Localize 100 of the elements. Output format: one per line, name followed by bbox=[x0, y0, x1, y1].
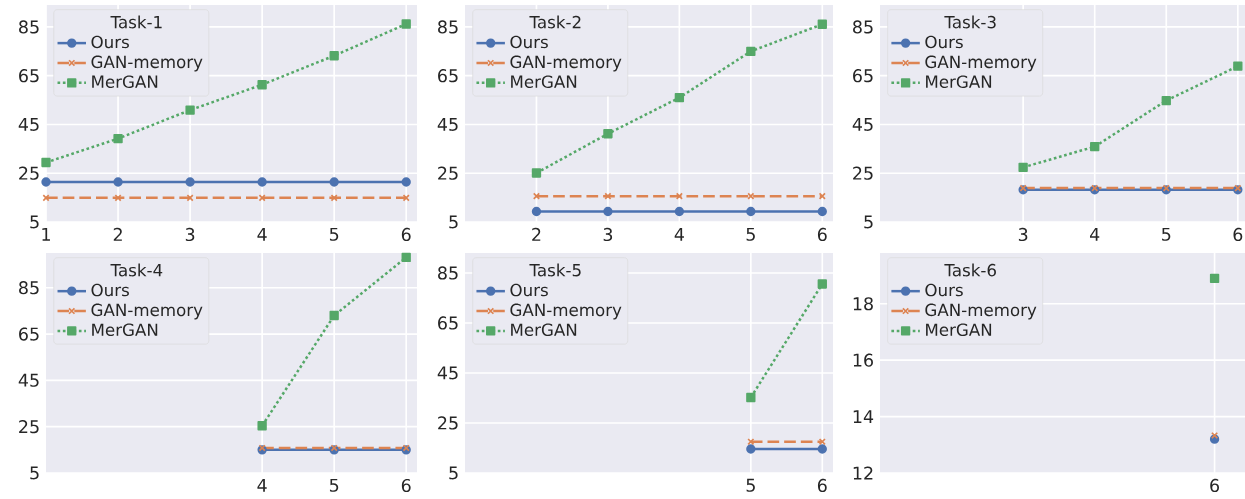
point bbox=[1233, 61, 1243, 71]
x-tick-label: 6 bbox=[401, 478, 411, 493]
x-tick-label: 4 bbox=[674, 227, 684, 241]
x-tick-label: 6 bbox=[401, 227, 411, 242]
point bbox=[401, 252, 411, 263]
y-tick-label: 18 bbox=[853, 297, 873, 311]
y-tick-label: 65 bbox=[853, 69, 873, 83]
legend-label: MerGAN bbox=[926, 75, 992, 89]
point bbox=[185, 177, 195, 187]
y-tick-label: 25 bbox=[19, 166, 39, 180]
legend-label: GAN-memory bbox=[510, 55, 622, 72]
point bbox=[113, 133, 123, 144]
y-tick-label: 85 bbox=[19, 20, 39, 34]
y-tick-label: 25 bbox=[438, 416, 458, 430]
y-tick-label: 25 bbox=[19, 420, 39, 434]
point bbox=[114, 194, 122, 202]
x-tick-label: 5 bbox=[329, 227, 339, 241]
point bbox=[1090, 141, 1100, 152]
y-tick-label: 45 bbox=[18, 373, 39, 387]
y-tick-label: 85 bbox=[438, 266, 458, 280]
x-tick-label: 5 bbox=[746, 478, 755, 492]
y-tick-label: 25 bbox=[438, 166, 458, 180]
point bbox=[817, 444, 827, 454]
legend-label: Ours bbox=[925, 283, 963, 297]
point bbox=[1018, 162, 1028, 173]
x-tick-label: 6 bbox=[1210, 478, 1220, 493]
y-tick-label: 45 bbox=[437, 366, 458, 380]
x-tick-label: 3 bbox=[185, 227, 195, 242]
x-tick-label: 4 bbox=[257, 227, 267, 241]
x-tick-label: 6 bbox=[817, 227, 827, 242]
point bbox=[186, 194, 194, 202]
legend-label: GAN-memory bbox=[510, 303, 622, 320]
y-tick-label: 85 bbox=[19, 281, 39, 295]
legend-title: Task-2 bbox=[529, 15, 581, 29]
point bbox=[41, 157, 51, 168]
legend-title: Task-1 bbox=[110, 15, 162, 29]
y-tick-label: 5 bbox=[449, 466, 458, 480]
point bbox=[818, 192, 826, 200]
point bbox=[531, 206, 542, 217]
point bbox=[1161, 95, 1171, 106]
y-tick-label: 5 bbox=[864, 215, 873, 229]
point bbox=[401, 177, 411, 187]
point bbox=[746, 392, 756, 403]
y-tick-label: 65 bbox=[438, 316, 458, 330]
point bbox=[604, 192, 612, 200]
legend-label: MerGAN bbox=[92, 323, 158, 337]
point bbox=[257, 80, 267, 90]
y-tick-label: 14 bbox=[853, 410, 874, 423]
legend-label: Ours bbox=[925, 35, 963, 49]
point bbox=[817, 19, 827, 29]
point bbox=[674, 206, 685, 217]
x-tick-label: 4 bbox=[1090, 227, 1100, 241]
point bbox=[330, 194, 338, 202]
point bbox=[817, 279, 827, 289]
legend-label: Ours bbox=[510, 35, 548, 49]
legend-label: MerGAN bbox=[926, 323, 992, 337]
point bbox=[257, 421, 267, 431]
legend-label: GAN-memory bbox=[925, 303, 1037, 320]
point bbox=[257, 177, 267, 187]
point bbox=[329, 177, 339, 187]
point bbox=[603, 129, 613, 139]
point bbox=[258, 194, 266, 202]
legend-title: Task-4 bbox=[110, 263, 163, 277]
x-tick-label: 5 bbox=[746, 227, 755, 241]
x-tick-label: 5 bbox=[1162, 227, 1171, 241]
y-tick-label: 16 bbox=[853, 353, 873, 367]
point bbox=[401, 19, 411, 29]
y-tick-label: 45 bbox=[18, 117, 39, 131]
legend-label: Ours bbox=[91, 35, 129, 49]
point bbox=[41, 177, 51, 187]
y-tick-label: 25 bbox=[853, 166, 873, 180]
legend-title: Task-6 bbox=[944, 263, 996, 277]
legend-title: Task-5 bbox=[529, 263, 581, 277]
legend-label: GAN-memory bbox=[925, 55, 1037, 72]
point bbox=[746, 444, 756, 454]
y-tick-label: 5 bbox=[30, 466, 39, 480]
point bbox=[603, 206, 613, 217]
point bbox=[113, 177, 123, 187]
y-tick-label: 65 bbox=[19, 327, 39, 341]
legend-label: MerGAN bbox=[511, 323, 577, 337]
point bbox=[674, 92, 685, 103]
point bbox=[746, 206, 756, 217]
y-tick-label: 45 bbox=[437, 117, 458, 131]
legend-label: Ours bbox=[91, 283, 129, 297]
x-tick-label: 2 bbox=[532, 227, 541, 241]
y-tick-label: 65 bbox=[438, 69, 458, 83]
point bbox=[402, 194, 410, 202]
x-tick-label: 5 bbox=[329, 478, 339, 492]
x-tick-label: 4 bbox=[257, 478, 267, 492]
x-tick-label: 6 bbox=[1233, 227, 1243, 242]
y-tick-label: 5 bbox=[449, 215, 458, 229]
x-tick-label: 3 bbox=[603, 227, 613, 242]
point bbox=[817, 206, 827, 217]
point bbox=[531, 168, 542, 178]
y-tick-label: 85 bbox=[438, 20, 458, 34]
x-tick-label: 3 bbox=[1018, 227, 1028, 242]
point bbox=[185, 105, 195, 115]
y-tick-label: 85 bbox=[853, 20, 873, 34]
x-tick-label: 2 bbox=[113, 227, 122, 241]
point bbox=[42, 194, 50, 202]
